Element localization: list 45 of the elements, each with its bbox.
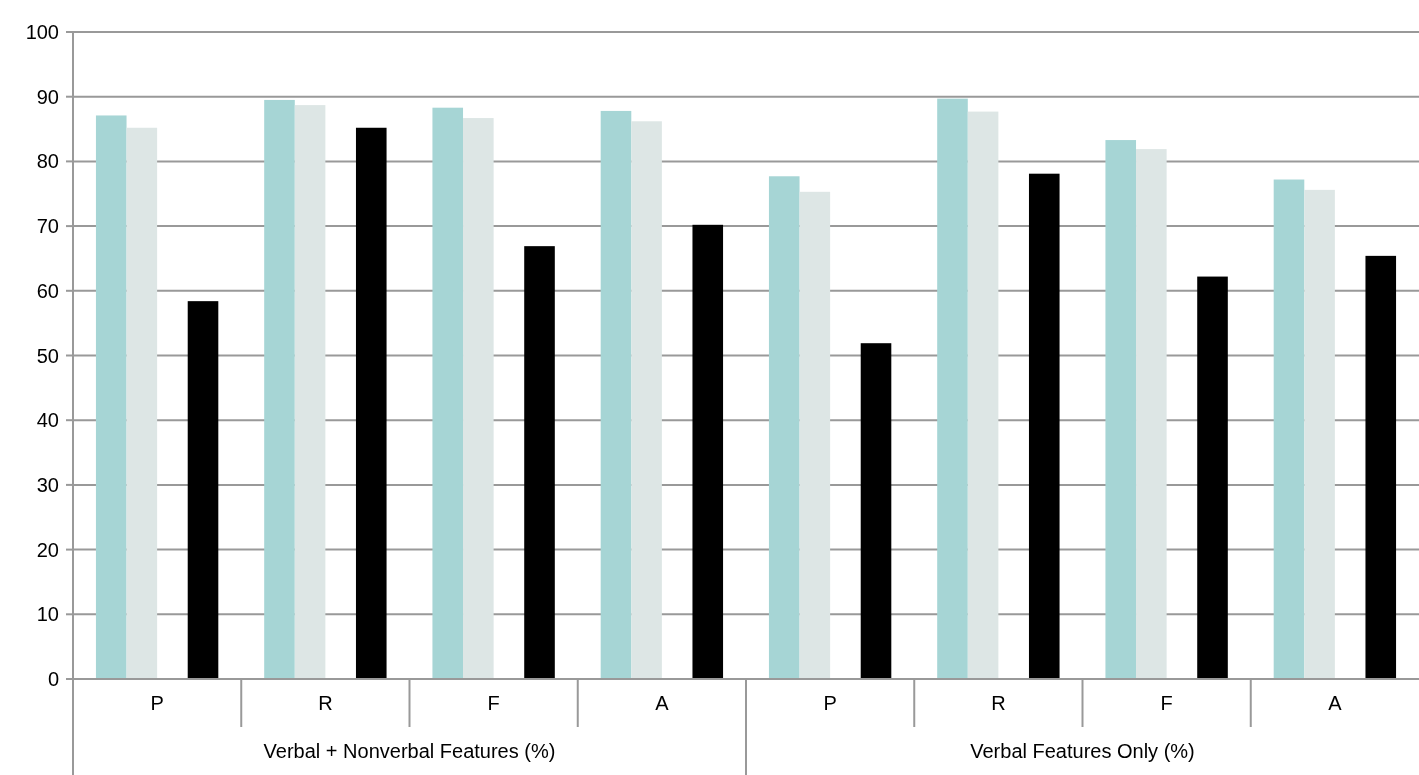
- bar: [1365, 255, 1397, 679]
- bar: [1136, 149, 1167, 679]
- y-tick-label: 0: [47, 668, 59, 690]
- y-tick-label: 60: [36, 279, 59, 302]
- x-tick-label: A: [655, 692, 670, 714]
- bar: [967, 111, 999, 679]
- bar: [1197, 276, 1228, 679]
- bar: [799, 191, 831, 679]
- x-tick-label: P: [150, 692, 164, 714]
- y-tick-label: 20: [36, 538, 59, 561]
- text: Verbal + Nonverbal Features (%): [263, 740, 556, 762]
- bar: [1304, 189, 1335, 679]
- bar: [294, 105, 326, 679]
- bar: [264, 99, 295, 679]
- bar: [860, 343, 892, 679]
- bar: [1028, 173, 1060, 679]
- bar: [1273, 179, 1305, 679]
- x-tick-label: R: [318, 692, 333, 714]
- text: Verbal Features Only (%): [970, 740, 1195, 762]
- x-tick-label: R: [991, 692, 1006, 714]
- bar: [432, 107, 464, 679]
- y-tick-label: 40: [36, 409, 59, 432]
- y-tick-label: 90: [36, 85, 59, 108]
- x-tick-label: A: [1328, 692, 1343, 714]
- bar: [631, 121, 662, 679]
- y-tick-label: 50: [36, 344, 59, 367]
- y-tick-label: 100: [25, 21, 59, 43]
- x-tick-label: F: [487, 692, 500, 714]
- y-tick-label: 70: [36, 215, 59, 238]
- bar: [126, 127, 158, 679]
- bar: [1105, 140, 1137, 679]
- bar: [187, 301, 219, 679]
- y-tick-label: 30: [36, 473, 59, 496]
- bar: [937, 98, 968, 679]
- bar: [463, 118, 494, 679]
- y-tick-label: 10: [36, 603, 59, 626]
- bar: [600, 110, 632, 679]
- x-tick-label: F: [1160, 692, 1173, 714]
- bar: [355, 127, 387, 679]
- bar: [95, 115, 127, 679]
- y-tick-label: 80: [36, 150, 59, 173]
- bar: [692, 224, 724, 679]
- bar: [768, 176, 800, 679]
- x-tick-label: P: [823, 692, 837, 714]
- bar: [524, 246, 555, 679]
